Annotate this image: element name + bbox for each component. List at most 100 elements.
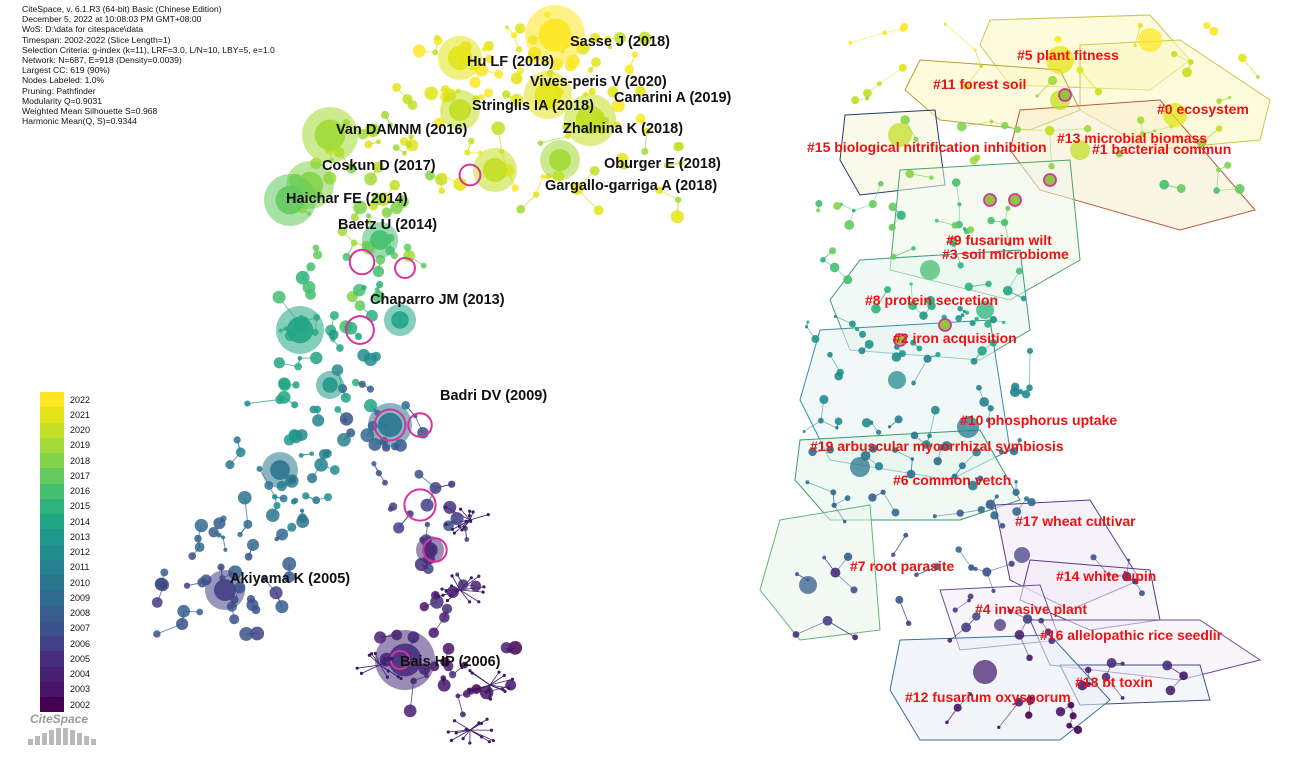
node <box>1036 94 1039 97</box>
node <box>511 72 523 84</box>
edge <box>850 33 884 43</box>
node <box>1070 712 1077 719</box>
edge <box>470 730 489 742</box>
node <box>1009 561 1015 567</box>
legend-row: 2022 <box>40 392 90 407</box>
node <box>952 222 959 229</box>
node <box>843 275 852 284</box>
node <box>1002 321 1005 324</box>
node <box>979 397 989 407</box>
node <box>225 460 234 469</box>
legend-swatch <box>40 697 64 712</box>
edge <box>841 204 853 210</box>
node <box>300 509 304 513</box>
legend-swatch <box>40 438 64 453</box>
legend-row: 2015 <box>40 499 90 514</box>
node <box>444 523 447 526</box>
node <box>280 495 288 503</box>
node <box>432 49 438 55</box>
node <box>421 499 434 512</box>
node <box>447 586 459 598</box>
node <box>850 586 857 593</box>
node <box>370 230 390 250</box>
node <box>957 202 961 206</box>
node <box>387 669 390 672</box>
node <box>468 514 471 517</box>
node <box>911 246 916 251</box>
node <box>469 689 472 692</box>
node <box>830 263 840 273</box>
node <box>911 381 916 386</box>
node <box>1054 36 1061 43</box>
info-line: Selection Criteria: g-index (k=11), LRF=… <box>22 45 275 55</box>
node <box>869 200 877 208</box>
node <box>364 172 377 185</box>
legend-row: 2021 <box>40 407 90 422</box>
node <box>474 689 477 692</box>
node <box>875 462 883 470</box>
node <box>888 425 891 428</box>
node <box>858 347 865 354</box>
node <box>903 533 908 538</box>
network-info-panel: CiteSpace, v. 6.1.R3 (64-bit) Basic (Chi… <box>22 4 275 126</box>
node <box>1133 44 1136 47</box>
node <box>390 657 393 660</box>
info-line: Weighted Mean Silhouette S=0.968 <box>22 106 275 116</box>
node <box>916 345 922 351</box>
node <box>795 572 799 576</box>
legend-row: 2002 <box>40 697 90 712</box>
node <box>891 553 895 557</box>
node <box>336 344 344 352</box>
node <box>492 739 495 742</box>
node <box>462 737 465 740</box>
legend-row: 2014 <box>40 514 90 529</box>
node <box>312 414 324 426</box>
legend-row: 2005 <box>40 651 90 666</box>
node <box>1014 480 1017 483</box>
node <box>931 406 940 415</box>
reference-label: Coskun D (2017) <box>322 158 436 174</box>
node <box>973 660 997 684</box>
node <box>1048 76 1057 85</box>
node <box>270 460 290 480</box>
node <box>793 631 800 638</box>
legend-swatch <box>40 651 64 666</box>
node <box>835 418 843 426</box>
info-line: Timespan: 2002-2022 (Slice Length=1) <box>22 35 275 45</box>
node <box>421 263 427 269</box>
node <box>844 220 854 230</box>
node <box>443 643 455 655</box>
node <box>516 205 525 214</box>
node <box>806 320 809 323</box>
legend-year: 2014 <box>70 517 90 527</box>
node <box>367 386 374 393</box>
reference-label: Badri DV (2009) <box>440 388 547 404</box>
node <box>978 506 985 513</box>
cluster-label: #1 bacterial commun <box>1092 141 1231 157</box>
node <box>990 120 994 124</box>
reference-label: Vives-peris V (2020) <box>530 74 667 90</box>
node <box>905 169 914 178</box>
node <box>982 567 991 576</box>
cluster-label: #19 arbuscular mycorrhizal symbiosis <box>810 438 1064 454</box>
node <box>827 352 833 358</box>
node <box>484 691 487 694</box>
node <box>152 597 163 608</box>
node <box>974 317 979 322</box>
node <box>830 489 836 495</box>
cluster-label: #12 fusarium oxysporum <box>905 689 1071 705</box>
node <box>955 546 962 553</box>
node <box>501 688 504 691</box>
node <box>160 569 168 577</box>
node <box>533 191 539 197</box>
node <box>440 587 443 590</box>
edge <box>470 730 493 741</box>
node <box>403 250 415 262</box>
node <box>944 23 947 26</box>
node <box>507 687 510 690</box>
node <box>1138 28 1162 52</box>
node <box>328 330 338 340</box>
node <box>991 589 995 593</box>
legend-year: 2018 <box>70 456 90 466</box>
node <box>805 480 809 484</box>
